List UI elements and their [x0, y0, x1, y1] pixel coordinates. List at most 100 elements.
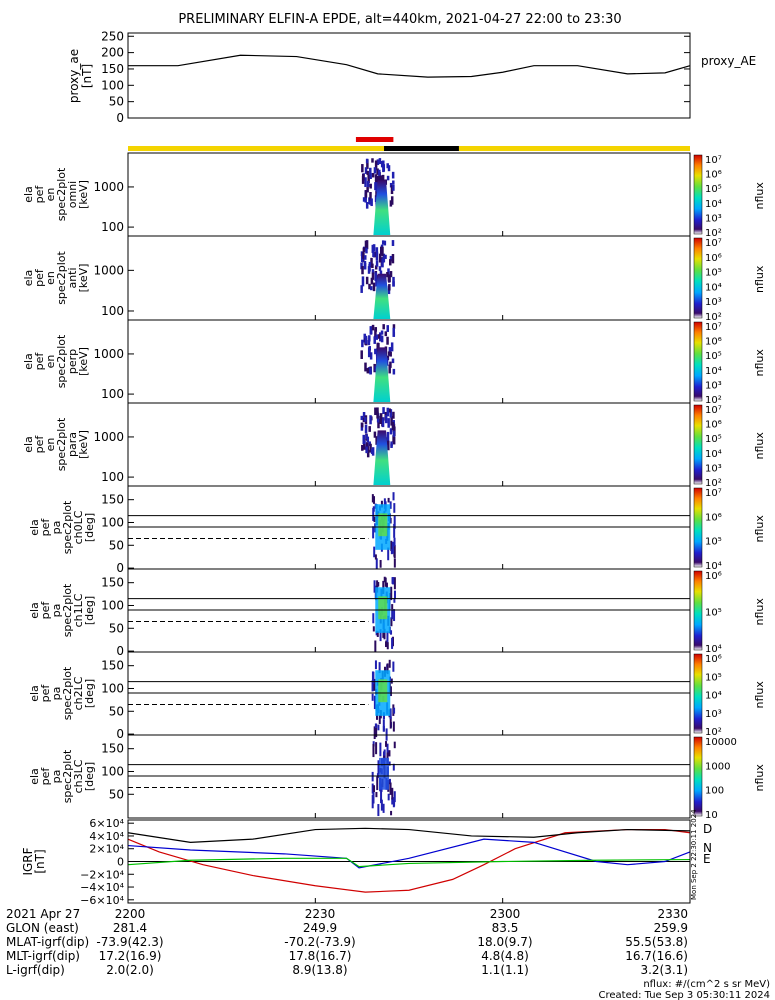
spec-speckle: [366, 187, 369, 193]
spec-speckle: [387, 351, 391, 356]
spec-speckle: [375, 436, 378, 445]
pa-speckle: [388, 778, 391, 785]
colorbar-tick-label: 100: [705, 786, 724, 797]
spec-speckle: [379, 332, 382, 342]
igrf-line-E: [127, 857, 691, 868]
panel-pa_ch2: 0 50 100 150 elapefpaspec2plotch2LC[deg] 10² 1…: [28, 651, 766, 741]
pa-speckle: [372, 507, 375, 521]
igrf-ytick-label: 2×10⁴: [89, 843, 124, 856]
pa-speckle: [384, 577, 387, 587]
colorbar-tick-label: 10⁴: [705, 561, 722, 572]
ephem-cell: 259.9: [654, 921, 688, 935]
ephem-cell: 2.0(2.0): [106, 963, 154, 977]
spec-speckle: [370, 277, 374, 285]
footer-units: nflux: #/(cm^2 s sr MeV): [643, 979, 770, 990]
pa-speckle: [390, 630, 393, 635]
panel-ylabel-line: [keV]: [77, 347, 90, 376]
orbit-red-mark: [355, 137, 394, 142]
igrf-line-total: [127, 827, 691, 843]
panel-ylabel-line: [deg]: [83, 679, 96, 708]
pa-speckle: [373, 546, 376, 558]
colorbar-tick-label: 10000: [705, 737, 737, 748]
pa-speckle: [378, 715, 381, 725]
footer-created: Created: Tue Sep 3 05:30:11 2024: [599, 990, 771, 1000]
spec-speckle: [371, 272, 375, 280]
pa-speckle: [373, 678, 376, 691]
pa-speckle: [388, 659, 391, 668]
panel-ylabel-line: en: [44, 355, 57, 369]
pa-speckle: [393, 552, 396, 557]
pa-speckle: [388, 761, 391, 766]
spec-speckle: [391, 240, 395, 246]
pa-speckle: [393, 544, 396, 559]
pa-speckle: [372, 526, 375, 539]
ephem-cell: 4.8(4.8): [481, 949, 529, 963]
ephem-row-label: 2021 Apr 27: [6, 907, 80, 921]
spec-speckle: [381, 174, 385, 184]
pa-speckle: [374, 554, 377, 560]
panel-ytick-label: 100: [101, 470, 124, 484]
orbit-segment-yellow: [458, 146, 690, 151]
pa-speckle: [386, 663, 389, 675]
panel-spec_para: 1001000elapefenspec2plotpara[keV]10²10³1…: [22, 402, 766, 489]
spec-speckle: [376, 342, 379, 350]
colorbar-label: nflux: [753, 432, 766, 460]
panel-ylabel-line: pef: [39, 767, 52, 786]
spec-speckle: [386, 325, 389, 332]
pa-speckle: [387, 793, 390, 801]
spec-speckle: [387, 268, 390, 276]
spec-speckle: [383, 240, 387, 246]
spec-speckle: [378, 253, 382, 263]
panel-frame: [127, 734, 691, 819]
spec-speckle: [381, 240, 385, 245]
spec-speckle: [373, 336, 376, 344]
colorbar-label: nflux: [753, 764, 766, 792]
colorbar-tick-label: 10³: [705, 380, 722, 391]
spec-speckle: [379, 177, 383, 182]
spec-speckle: [364, 190, 368, 198]
spec-speckle: [365, 446, 368, 454]
proxy-ae-ytick-label: 150: [101, 62, 124, 76]
pa-speckle: [392, 797, 395, 808]
ephem-cell: 17.8(16.7): [289, 949, 352, 963]
pa-speckle: [393, 515, 396, 529]
pa-speckle: [373, 496, 376, 504]
proxy-ae-frame: [127, 32, 691, 119]
pa-speckle: [374, 660, 377, 670]
spec-speckle: [376, 168, 379, 175]
panel-ylabel-line: spec2plot: [55, 251, 68, 305]
spec-speckle: [392, 436, 396, 445]
colorbar-tick-label: 10⁵: [705, 184, 722, 195]
pa-flux-core: [378, 596, 388, 620]
spec-speckle: [371, 263, 374, 269]
pa-speckle: [382, 719, 385, 732]
panel-ylabel-line: pef: [33, 435, 46, 454]
spec-speckle: [375, 190, 378, 197]
igrf-legend-D: D: [703, 822, 712, 836]
spec-speckle: [374, 174, 378, 182]
pa-speckle: [373, 516, 376, 523]
panel-ylabel: elapefpaspec2plotch3LC[deg]: [28, 749, 96, 803]
colorbar-tick-label: 10⁴: [705, 644, 722, 655]
spec-speckle: [391, 358, 395, 364]
spec-speckle: [390, 441, 393, 447]
pa-speckle: [393, 577, 396, 590]
spec-speckle: [382, 164, 385, 173]
pa-speckle: [376, 580, 379, 593]
colorbar-tick-label: 10³: [705, 709, 722, 720]
panel-frame: [127, 152, 691, 237]
panel-ylabel-line: en: [44, 188, 57, 202]
spec-speckle: [369, 352, 373, 360]
proxy-ae-line: [128, 54, 691, 78]
colorbar-tick-label: 10⁴: [705, 282, 722, 293]
pa-speckle: [382, 725, 385, 732]
spec-speckle: [366, 159, 369, 169]
panel-ylabel: elapefpaspec2plotch2LC[deg]: [28, 666, 96, 720]
panel-ylabel-line: spec2plot: [55, 167, 68, 221]
spec-speckle: [386, 272, 389, 278]
spec-speckle: [375, 182, 378, 192]
ephem-cell: 2330: [657, 907, 688, 921]
spec-speckle: [375, 260, 379, 267]
spec-speckle: [391, 422, 395, 431]
pa-speckle: [380, 798, 383, 804]
